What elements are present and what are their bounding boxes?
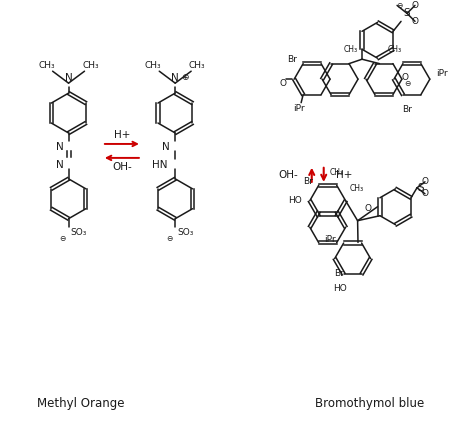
- Text: CH₃: CH₃: [350, 184, 364, 193]
- Text: iPr: iPr: [293, 104, 305, 113]
- Text: ⊖: ⊖: [405, 79, 411, 88]
- Text: O: O: [421, 189, 428, 198]
- Text: S: S: [404, 8, 410, 19]
- Text: N: N: [163, 142, 170, 152]
- Text: N: N: [171, 73, 179, 83]
- Text: CH₃: CH₃: [189, 61, 205, 70]
- Text: HO: HO: [333, 284, 346, 293]
- Text: OH-: OH-: [112, 162, 132, 172]
- Text: CH₃: CH₃: [82, 61, 99, 70]
- Text: iPr: iPr: [436, 69, 447, 78]
- Text: O: O: [421, 177, 428, 186]
- Text: SO₃: SO₃: [71, 228, 87, 237]
- Text: CH₃: CH₃: [38, 61, 55, 70]
- Text: SO₃: SO₃: [177, 228, 193, 237]
- Text: ⊕: ⊕: [181, 73, 189, 82]
- Text: CH₃: CH₃: [329, 168, 344, 177]
- Text: Br: Br: [303, 177, 313, 186]
- Text: Br: Br: [334, 269, 344, 277]
- Text: Methyl Orange: Methyl Orange: [37, 397, 124, 410]
- Text: ⊖: ⊖: [59, 234, 66, 243]
- Text: CH₃: CH₃: [388, 44, 402, 54]
- Text: HN: HN: [152, 160, 167, 170]
- Text: ⊖: ⊖: [166, 234, 173, 243]
- Text: H+: H+: [336, 170, 352, 180]
- Text: H+: H+: [114, 130, 130, 140]
- Text: Br: Br: [402, 105, 412, 114]
- Text: N: N: [56, 142, 64, 152]
- Text: O: O: [279, 79, 286, 88]
- Text: CH₃: CH₃: [145, 61, 162, 70]
- Text: iPr: iPr: [324, 235, 336, 244]
- Text: Br: Br: [287, 55, 297, 64]
- Text: S: S: [417, 183, 424, 193]
- Text: O: O: [411, 17, 419, 26]
- Text: O: O: [364, 204, 371, 213]
- Text: OH-: OH-: [278, 170, 298, 180]
- Text: O: O: [402, 73, 409, 82]
- Text: HO: HO: [288, 196, 302, 205]
- Text: CH₃: CH₃: [344, 44, 358, 54]
- Text: Bromothymol blue: Bromothymol blue: [315, 397, 424, 410]
- Text: N: N: [56, 160, 64, 170]
- Text: ⊖: ⊖: [396, 1, 402, 10]
- Text: O: O: [411, 1, 419, 10]
- Text: N: N: [64, 73, 73, 83]
